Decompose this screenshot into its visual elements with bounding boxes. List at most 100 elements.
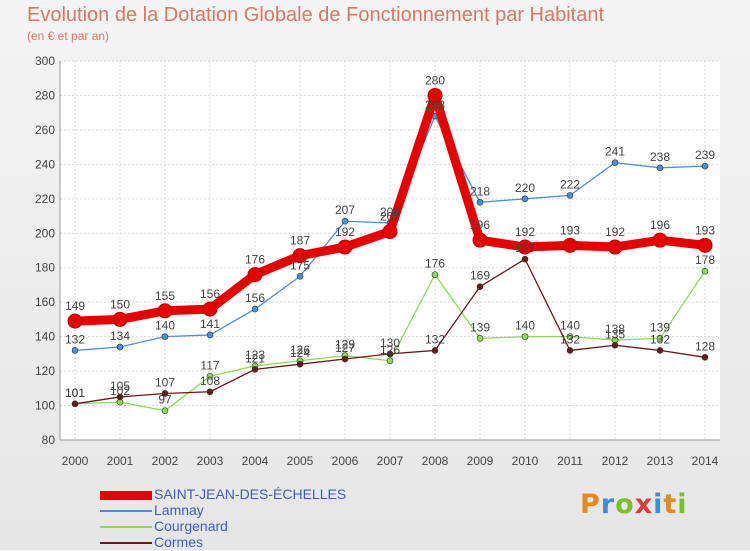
data-label: 128 (695, 339, 715, 353)
data-point (476, 335, 484, 342)
data-label: 176 (245, 253, 265, 267)
data-point (341, 355, 349, 363)
data-point (611, 341, 619, 349)
data-label: 123 (245, 348, 265, 362)
legend-swatch (100, 542, 152, 544)
data-point (112, 311, 128, 327)
data-point (566, 333, 574, 340)
data-point (116, 393, 124, 401)
data-point (292, 248, 308, 264)
data-label: 156 (200, 287, 220, 301)
data-label: 192 (605, 225, 625, 239)
data-point (206, 388, 214, 396)
data-point (562, 237, 578, 253)
data-point (611, 159, 619, 166)
data-point (656, 347, 664, 354)
data-point (427, 87, 443, 103)
data-point (202, 301, 218, 317)
data-point (116, 343, 124, 351)
data-label: 108 (200, 374, 220, 388)
chart-subtitle: (en € et par an) (27, 29, 110, 43)
data-point (386, 350, 394, 358)
data-label: 192 (515, 225, 535, 239)
data-label: 192 (335, 225, 355, 239)
data-point (382, 224, 398, 240)
data-point (607, 239, 623, 255)
data-label: 101 (65, 386, 85, 400)
data-label: 239 (695, 148, 715, 162)
data-label: 206 (380, 205, 400, 219)
data-point (701, 267, 709, 275)
data-point (251, 305, 259, 313)
x-tick-label: 2000 (62, 454, 89, 468)
x-tick-label: 2005 (287, 454, 314, 468)
data-point (206, 372, 214, 380)
data-point (296, 273, 304, 280)
data-label: 139 (470, 320, 490, 334)
data-label: 132 (65, 332, 85, 346)
data-point (71, 347, 79, 354)
data-point (656, 164, 664, 172)
data-label: 280 (425, 73, 445, 87)
data-label: 156 (245, 291, 265, 305)
data-point (71, 400, 79, 408)
x-tick-label: 2003 (197, 454, 224, 468)
data-label: 132 (560, 332, 580, 346)
data-label: 130 (380, 336, 400, 350)
data-label: 238 (650, 150, 670, 164)
y-tick-label: 220 (35, 192, 55, 206)
data-label: 193 (695, 223, 715, 237)
data-point (656, 335, 664, 342)
data-label: 241 (605, 145, 625, 159)
data-point (521, 333, 529, 340)
x-tick-label: 2002 (152, 454, 179, 468)
data-point (341, 217, 349, 225)
y-tick-label: 140 (35, 330, 55, 344)
data-label: 135 (605, 327, 625, 341)
y-tick-label: 180 (35, 261, 55, 275)
data-label: 101 (65, 386, 85, 400)
y-tick-label: 260 (35, 123, 55, 137)
x-tick-label: 2013 (647, 454, 674, 468)
data-label: 169 (470, 269, 490, 283)
data-label: 105 (110, 379, 130, 393)
data-point (472, 232, 488, 248)
legend-swatch (100, 510, 152, 512)
data-label: 207 (335, 203, 355, 217)
x-tick-label: 2011 (557, 454, 583, 468)
legend-label: SAINT-JEAN-DES-ÉCHELLES (154, 486, 347, 502)
legend-label: Courgenard (154, 518, 228, 534)
data-point (701, 162, 709, 170)
data-label: 150 (110, 297, 130, 311)
data-label: 126 (290, 343, 310, 357)
data-label: 139 (650, 320, 670, 334)
data-point (521, 255, 529, 263)
data-label: 127 (335, 341, 355, 355)
legend-label: Cormes (154, 534, 204, 550)
data-label: 121 (245, 351, 265, 365)
data-label: 117 (200, 358, 219, 372)
data-label: 132 (650, 332, 670, 346)
x-tick-label: 2004 (242, 454, 269, 468)
y-tick-label: 240 (35, 157, 55, 171)
y-tick-label: 100 (35, 399, 55, 413)
data-point (296, 360, 304, 368)
y-tick-label: 300 (35, 54, 55, 68)
data-point (161, 390, 169, 397)
data-label: 218 (470, 184, 490, 198)
y-tick-label: 80 (42, 433, 56, 447)
x-tick-label: 2008 (422, 454, 449, 468)
data-point (431, 271, 439, 278)
data-label: 185 (515, 241, 535, 255)
data-label: 140 (560, 319, 580, 333)
legend-label: Lamnay (154, 502, 204, 518)
x-tick-label: 2012 (602, 454, 629, 468)
data-label: 129 (335, 338, 355, 352)
data-label: 196 (470, 218, 490, 232)
data-label: 132 (425, 332, 445, 346)
data-point (247, 267, 263, 283)
data-label: 149 (65, 299, 85, 313)
data-label: 102 (110, 384, 130, 398)
data-point (431, 347, 439, 354)
